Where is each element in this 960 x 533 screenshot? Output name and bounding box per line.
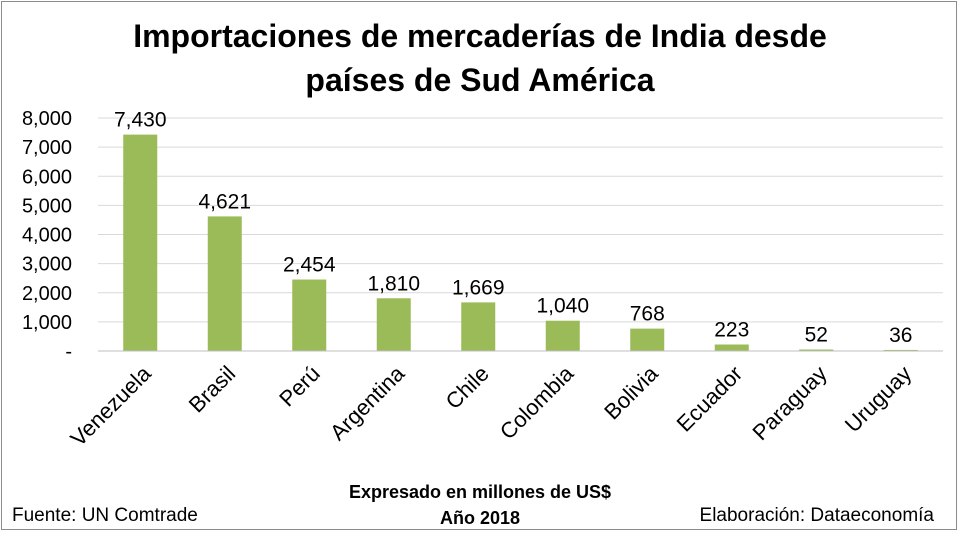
y-tick-label: 5,000	[22, 195, 72, 217]
bar	[123, 134, 158, 351]
data-label: 1,810	[367, 272, 420, 295]
data-label: 223	[714, 319, 749, 342]
bar	[883, 349, 918, 351]
chart-title-line-1: Importaciones de mercaderías de India de…	[133, 18, 827, 54]
x-tick-label: Venezuela	[65, 360, 156, 451]
x-tick-label: Bolivia	[599, 360, 663, 424]
y-axis: - 1,000 2,000 3,000 4,000 5,000 6,000 7,000 8,00…	[22, 108, 72, 363]
y-tick-label: 7,000	[22, 137, 72, 159]
x-tick-label: Ecuador	[672, 361, 748, 437]
y-tick-label: -	[65, 341, 72, 363]
bar	[292, 279, 327, 351]
chart-title-line-2: países de Sud América	[305, 62, 655, 98]
x-tick-label: Paraguay	[748, 361, 832, 445]
chart-title: Importaciones de mercaderías de India de…	[0, 14, 960, 102]
y-tick-label: 2,000	[22, 283, 72, 305]
bar	[630, 328, 665, 351]
data-label: 1,040	[536, 295, 589, 318]
x-tick-label: Perú	[274, 361, 325, 412]
y-tick-label: 4,000	[22, 225, 72, 247]
bar	[461, 302, 496, 351]
data-label: 768	[630, 303, 665, 326]
x-axis-sublabel: Año 2018	[439, 508, 521, 528]
x-tick-label: Brasil	[184, 361, 241, 418]
x-tick-label: Chile	[441, 361, 494, 414]
x-axis-label: Expresado en millones de US$	[348, 482, 612, 502]
x-tick-label: Colombia	[495, 360, 579, 444]
bar	[207, 216, 242, 351]
y-tick-label: 1,000	[22, 312, 72, 334]
value-labels: 7,430 4,621 2,454 1,810 1,669 1,040 768 223 52 36	[114, 109, 912, 347]
x-axis: Venezuela Brasil Perú Argentina Chile Colombi…	[65, 350, 943, 451]
y-tick-label: 3,000	[22, 254, 72, 276]
data-label: 7,430	[114, 109, 167, 132]
y-tick-label: 8,000	[22, 108, 72, 130]
y-tick-label: 6,000	[22, 166, 72, 188]
bars	[123, 134, 918, 351]
data-label: 52	[805, 323, 828, 346]
bar	[799, 349, 834, 351]
bar	[376, 298, 411, 351]
data-label: 4,621	[198, 190, 251, 213]
source-note: Fuente: UN Comtrade	[12, 505, 198, 526]
x-tick-label: Uruguay	[840, 361, 916, 437]
credit-note: Elaboración: Dataeconomía	[699, 505, 934, 526]
data-label: 2,454	[283, 254, 336, 277]
data-label: 1,669	[452, 276, 505, 299]
bar	[545, 320, 580, 351]
bar	[714, 344, 749, 351]
x-tick-label: Argentina	[325, 360, 410, 445]
data-label: 36	[889, 324, 912, 347]
